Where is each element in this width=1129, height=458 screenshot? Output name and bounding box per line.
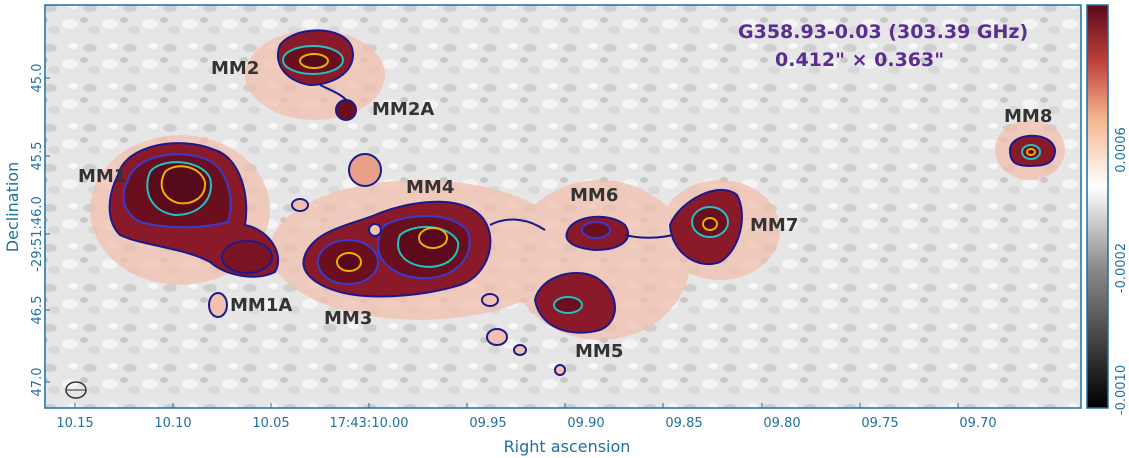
colorbar: 0.0006 -0.0002 -0.0010 [1086,4,1129,415]
mm2a-south-knot [348,153,382,187]
beam-size-label: 0.412" × 0.363" [775,49,944,71]
y-tick-label: 45.5 [30,142,45,171]
mm2a-emission [335,99,357,121]
label-mm8: MM8 [1004,106,1052,127]
mm1a-emission [208,292,228,318]
label-mm5: MM5 [575,341,623,362]
x-tick-label: 10.15 [56,416,93,431]
mm6-emission [565,215,686,252]
beam-ellipse [65,381,87,399]
x-tick-label: 10.05 [252,416,289,431]
label-mm2a: MM2A [372,99,434,120]
map-border [44,4,1082,409]
label-mm2: MM2 [211,58,259,79]
mm1-emission [108,142,280,278]
y-tick-label: 46.5 [30,296,45,325]
y-tick-label: -29:51:46.0 [30,196,45,271]
x-tick-label: 09.75 [861,416,898,431]
x-tick-label: 10.10 [154,416,191,431]
label-mm7: MM7 [750,215,798,236]
y-tick-label: 45.0 [30,64,45,93]
mm7-emission [668,188,743,266]
x-tick-label: 09.90 [567,416,604,431]
x-tick-label: 09.85 [665,416,702,431]
x-tick-label: 09.70 [959,416,996,431]
source-labels: MM1 MM1A MM2 MM2A MM3 MM4 MM5 MM6 MM7 MM… [78,58,1052,362]
scattered-knots [291,198,566,376]
label-mm1a: MM1A [230,295,292,316]
label-mm6: MM6 [570,185,618,206]
label-mm3: MM3 [324,308,372,329]
mm2-emission [277,29,354,106]
map-panel [44,4,1082,409]
figure-title: G358.93-0.03 (303.39 GHz) [738,21,1028,43]
colorbar-gradient [1086,4,1109,409]
colorbar-tick-label: -0.0010 [1114,365,1129,415]
x-tick-label: 09.80 [763,416,800,431]
mm8-emission [1008,134,1057,168]
x-tick-label: 17:43:10.00 [329,416,408,431]
mm3-emission [317,239,379,285]
label-mm4: MM4 [406,177,454,198]
y-axis: 45.0 45.5 -29:51:46.0 46.5 47.0 Declinat… [3,64,50,397]
colorbar-tick-label: 0.0006 [1114,127,1129,173]
x-axis: 10.15 10.10 10.05 17:43:10.00 09.95 09.9… [56,403,997,456]
y-axis-label: Declination [3,162,22,252]
mm5-emission [533,271,616,334]
label-mm1: MM1 [78,166,126,187]
x-axis-label: Right ascension [504,437,631,456]
y-tick-label: 47.0 [30,368,45,397]
colorbar-tick-label: -0.0002 [1114,243,1129,293]
x-tick-label: 09.95 [469,416,506,431]
